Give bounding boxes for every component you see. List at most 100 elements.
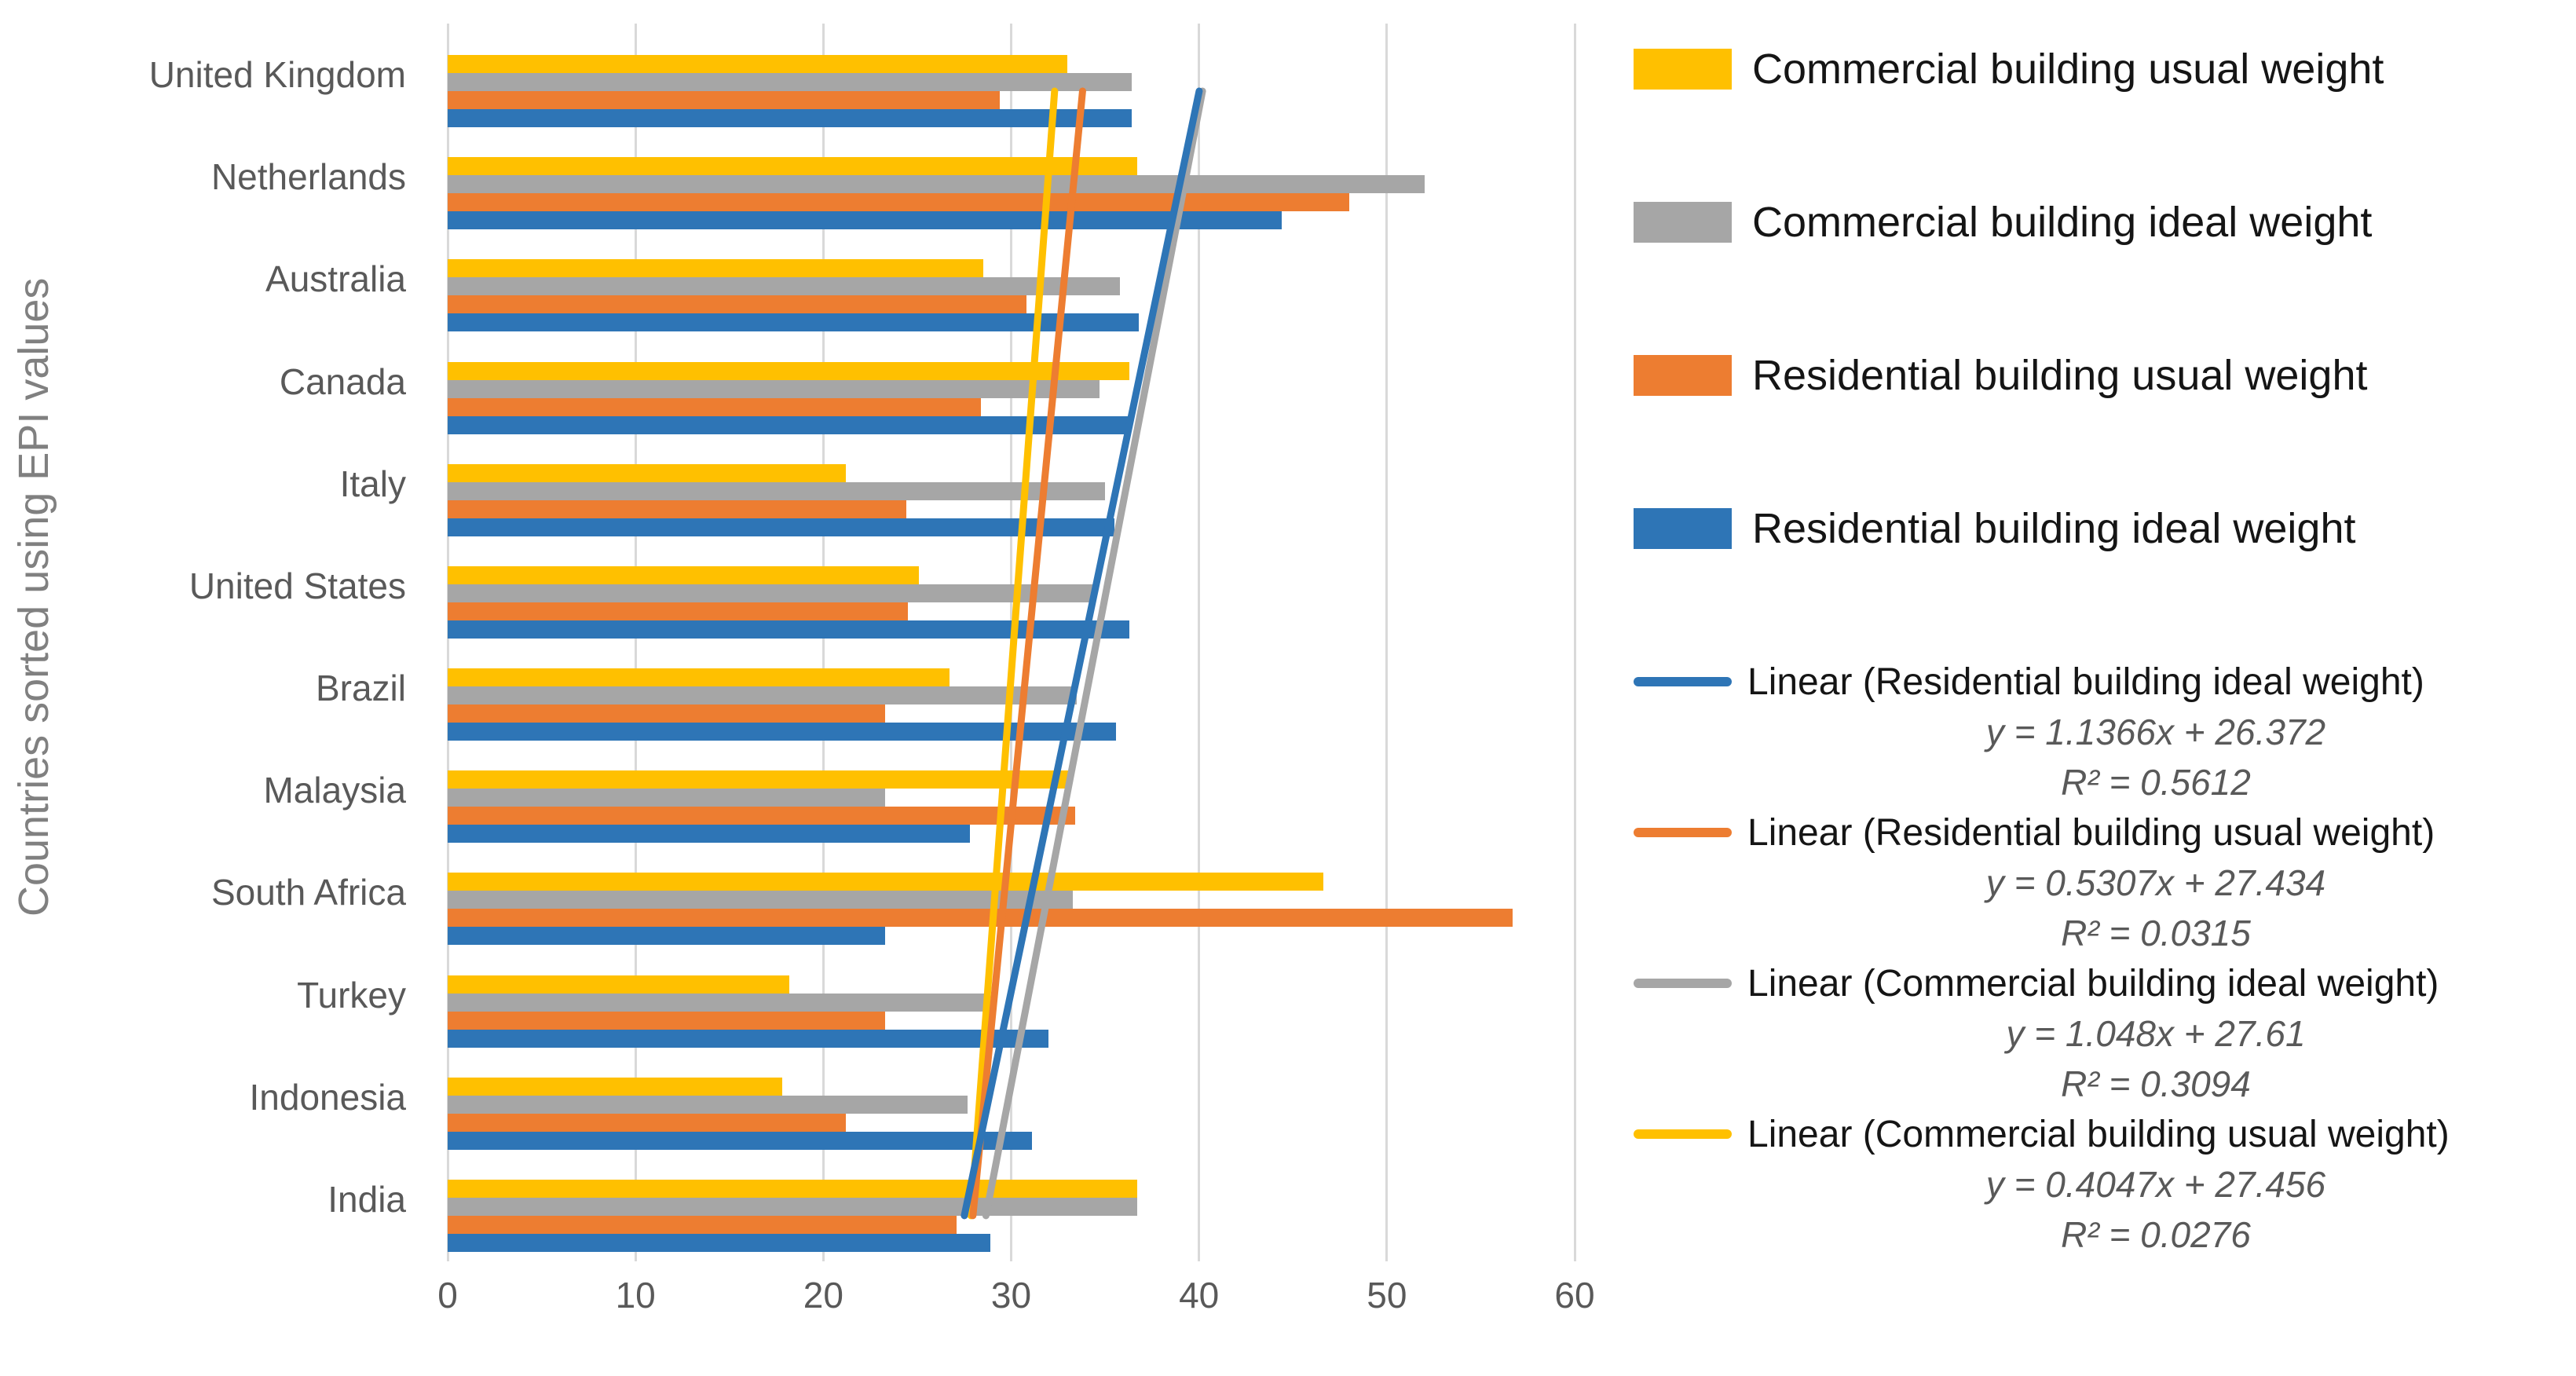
category-label-brazil: Brazil xyxy=(315,668,406,709)
legend-label: Residential building usual weight xyxy=(1752,352,2368,399)
gridline-x-50 xyxy=(1385,24,1389,1261)
trendline-legend-item: Linear (Residential building usual weigh… xyxy=(1634,807,2568,858)
bar-residential-building-ideal-weight xyxy=(448,313,1140,332)
category-label-canada: Canada xyxy=(279,360,406,402)
trendline-r-squared: R² = 0.5612 xyxy=(2061,762,2251,803)
bar-commercial-building-usual-weight xyxy=(448,463,847,482)
trendline-legend-item: Linear (Commercial building ideal weight… xyxy=(1634,958,2568,1008)
bar-residential-building-usual-weight xyxy=(448,193,1349,212)
bar-commercial-building-usual-weight xyxy=(448,157,1137,176)
bar-residential-building-ideal-weight xyxy=(448,927,886,946)
trendline-legend-line-icon xyxy=(1634,677,1732,686)
gridline-x-10 xyxy=(634,24,637,1261)
bar-residential-building-usual-weight xyxy=(448,602,908,620)
legend-swatch-icon xyxy=(1634,508,1732,549)
category-label-south-africa: South Africa xyxy=(210,872,406,913)
legend-swatch-icon xyxy=(1634,49,1732,90)
bar-commercial-building-usual-weight xyxy=(448,873,1323,891)
bar-commercial-building-ideal-weight xyxy=(448,1095,968,1114)
bar-commercial-building-ideal-weight xyxy=(448,1197,1137,1216)
bar-residential-building-usual-weight xyxy=(448,500,906,518)
x-tick-label: 30 xyxy=(990,1275,1032,1316)
category-label-turkey: Turkey xyxy=(297,974,406,1016)
bar-commercial-building-ideal-weight xyxy=(448,993,987,1012)
gridline-x-20 xyxy=(821,24,825,1261)
legend-swatch-icon xyxy=(1634,202,1732,243)
legend: Commercial building usual weight Commerci… xyxy=(1634,0,2568,1376)
bar-commercial-building-ideal-weight xyxy=(448,73,1132,91)
category-label-indonesia: Indonesia xyxy=(249,1076,407,1118)
bar-residential-building-ideal-weight xyxy=(448,211,1282,230)
bar-residential-building-usual-weight xyxy=(448,91,1001,109)
bar-commercial-building-usual-weight xyxy=(448,361,1130,380)
x-tick-label: 0 xyxy=(437,1275,458,1316)
x-tick-label: 40 xyxy=(1179,1275,1220,1316)
legend-label: Commercial building ideal weight xyxy=(1752,199,2373,246)
bar-commercial-building-usual-weight xyxy=(448,565,920,584)
trendline-equation: y = 0.5307x + 27.434 xyxy=(1985,862,2326,903)
x-tick-label: 60 xyxy=(1554,1275,1595,1316)
bar-residential-building-usual-weight xyxy=(448,909,1513,928)
category-label-malaysia: Malaysia xyxy=(263,770,406,811)
x-tick-label: 20 xyxy=(803,1275,843,1316)
x-tick-label: 10 xyxy=(615,1275,656,1316)
bar-commercial-building-ideal-weight xyxy=(448,277,1121,296)
bar-commercial-building-usual-weight xyxy=(448,259,983,278)
bar-commercial-building-ideal-weight xyxy=(448,789,886,807)
trendline-legend-label: Linear (Residential building ideal weigh… xyxy=(1747,661,2424,703)
bar-commercial-building-usual-weight xyxy=(448,1179,1137,1198)
trendline-legend-line-icon xyxy=(1634,1129,1732,1139)
legend-label: Commercial building usual weight xyxy=(1752,46,2384,93)
category-label-india: India xyxy=(327,1178,406,1220)
trendline-r-squared: R² = 0.3094 xyxy=(2061,1063,2251,1104)
trendline-equation: y = 0.4047x + 27.456 xyxy=(1985,1164,2326,1205)
legend-item: Residential building usual weight xyxy=(1634,351,2368,400)
trendline-legend-item: Linear (Commercial building usual weight… xyxy=(1634,1109,2568,1159)
category-label-italy: Italy xyxy=(339,463,406,504)
trendline-legend-line-icon xyxy=(1634,979,1732,988)
legend-item: Residential building ideal weight xyxy=(1634,504,2356,553)
bar-residential-building-usual-weight xyxy=(448,1215,957,1234)
bar-residential-building-usual-weight xyxy=(448,1113,847,1132)
bar-residential-building-usual-weight xyxy=(448,807,1075,825)
legend-item: Commercial building ideal weight xyxy=(1634,198,2372,247)
trendline-r-squared: R² = 0.0315 xyxy=(2061,913,2251,953)
bar-commercial-building-ideal-weight xyxy=(448,481,1106,500)
bar-residential-building-usual-weight xyxy=(448,704,886,723)
bar-commercial-building-usual-weight xyxy=(448,668,950,686)
legend-label: Residential building ideal weight xyxy=(1752,505,2356,552)
gridline-x-0 xyxy=(446,24,449,1261)
bar-commercial-building-usual-weight xyxy=(448,55,1068,73)
category-label-netherlands: Netherlands xyxy=(210,156,406,198)
bar-commercial-building-usual-weight xyxy=(448,975,790,994)
bar-residential-building-ideal-weight xyxy=(448,415,1128,434)
trendline-legend-label: Linear (Commercial building usual weight… xyxy=(1747,1113,2450,1155)
trendline-r-squared: R² = 0.0276 xyxy=(2061,1214,2251,1255)
legend-swatch-icon xyxy=(1634,355,1732,396)
gridline-x-60 xyxy=(1573,24,1576,1261)
bar-residential-building-usual-weight xyxy=(448,1011,886,1030)
bar-residential-building-usual-weight xyxy=(448,295,1026,314)
trendline-equation: y = 1.048x + 27.61 xyxy=(2006,1013,2306,1054)
trendline-equation: y = 1.1366x + 26.372 xyxy=(1985,712,2326,752)
bar-residential-building-ideal-weight xyxy=(448,109,1132,127)
legend-item: Commercial building usual weight xyxy=(1634,45,2384,93)
bar-residential-building-ideal-weight xyxy=(448,1029,1049,1048)
category-label-united-kingdom: United Kingdom xyxy=(148,54,406,96)
bar-commercial-building-usual-weight xyxy=(448,770,1072,789)
bar-residential-building-ideal-weight xyxy=(448,620,1130,639)
bar-commercial-building-usual-weight xyxy=(448,1077,782,1096)
bar-residential-building-ideal-weight xyxy=(448,1233,991,1252)
trendline-legend-line-icon xyxy=(1634,828,1732,837)
category-label-united-states: United States xyxy=(188,565,406,606)
x-tick-label: 50 xyxy=(1367,1275,1407,1316)
bar-residential-building-ideal-weight xyxy=(448,518,1115,536)
bar-residential-building-ideal-weight xyxy=(448,723,1117,741)
trendline-legend-label: Linear (Commercial building ideal weight… xyxy=(1747,962,2439,1005)
bar-residential-building-ideal-weight xyxy=(448,1131,1032,1150)
bar-commercial-building-ideal-weight xyxy=(448,584,1094,602)
trendline-legend-label: Linear (Residential building usual weigh… xyxy=(1747,811,2435,854)
bar-residential-building-ideal-weight xyxy=(448,825,970,844)
trendline-legend-item: Linear (Residential building ideal weigh… xyxy=(1634,657,2568,707)
bar-commercial-building-ideal-weight xyxy=(448,686,1078,704)
